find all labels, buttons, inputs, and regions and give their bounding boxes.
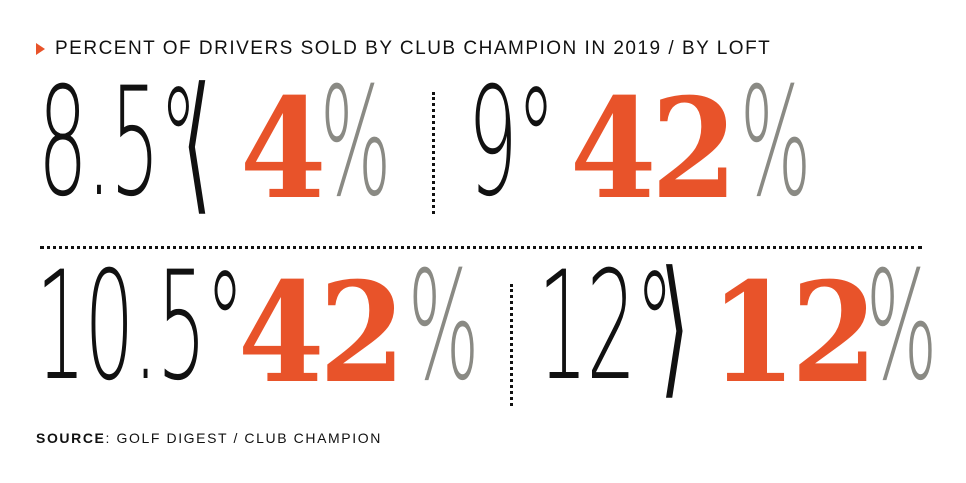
percent-value: 42 — [570, 67, 737, 230]
chart-title-text: PERCENT OF DRIVERS SOLD BY CLUB CHAMPION… — [55, 38, 772, 59]
percent-sign: % — [408, 240, 480, 414]
loft-label: 10.5° — [36, 240, 245, 414]
source-label: SOURCE — [36, 430, 106, 446]
loft-label: 9° — [468, 56, 556, 230]
percent-sign: % — [740, 56, 812, 230]
source-note: SOURCE: GOLF DIGEST / CLUB CHAMPION — [36, 430, 382, 446]
source-text: : GOLF DIGEST / CLUB CHAMPION — [105, 430, 382, 446]
loft-label: 12° — [538, 240, 674, 414]
horizontal-divider — [40, 246, 922, 249]
loft-cell-9: 9° 42 % — [468, 67, 828, 230]
percent-sign: % — [320, 56, 392, 230]
percent-value: 12 — [710, 251, 877, 414]
loft-label: 8.5° — [38, 56, 198, 230]
less-than-symbol: ⟨ — [182, 56, 212, 230]
percent-value: 4 — [240, 67, 326, 230]
triangle-bullet-icon — [36, 43, 45, 55]
chart-title: PERCENT OF DRIVERS SOLD BY CLUB CHAMPION… — [36, 38, 771, 60]
loft-cell-12: 12° ⟩ 12 % — [538, 251, 938, 414]
vertical-divider-bottom — [510, 284, 513, 406]
percent-sign: % — [866, 240, 938, 414]
greater-than-symbol: ⟩ — [660, 240, 690, 414]
loft-cell-10-5: 10.5° 42 % — [36, 251, 479, 414]
percent-value: 42 — [238, 251, 405, 414]
vertical-divider-top — [432, 92, 435, 214]
loft-cell-8-5: 8.5° ⟨ 4 % — [38, 67, 418, 230]
